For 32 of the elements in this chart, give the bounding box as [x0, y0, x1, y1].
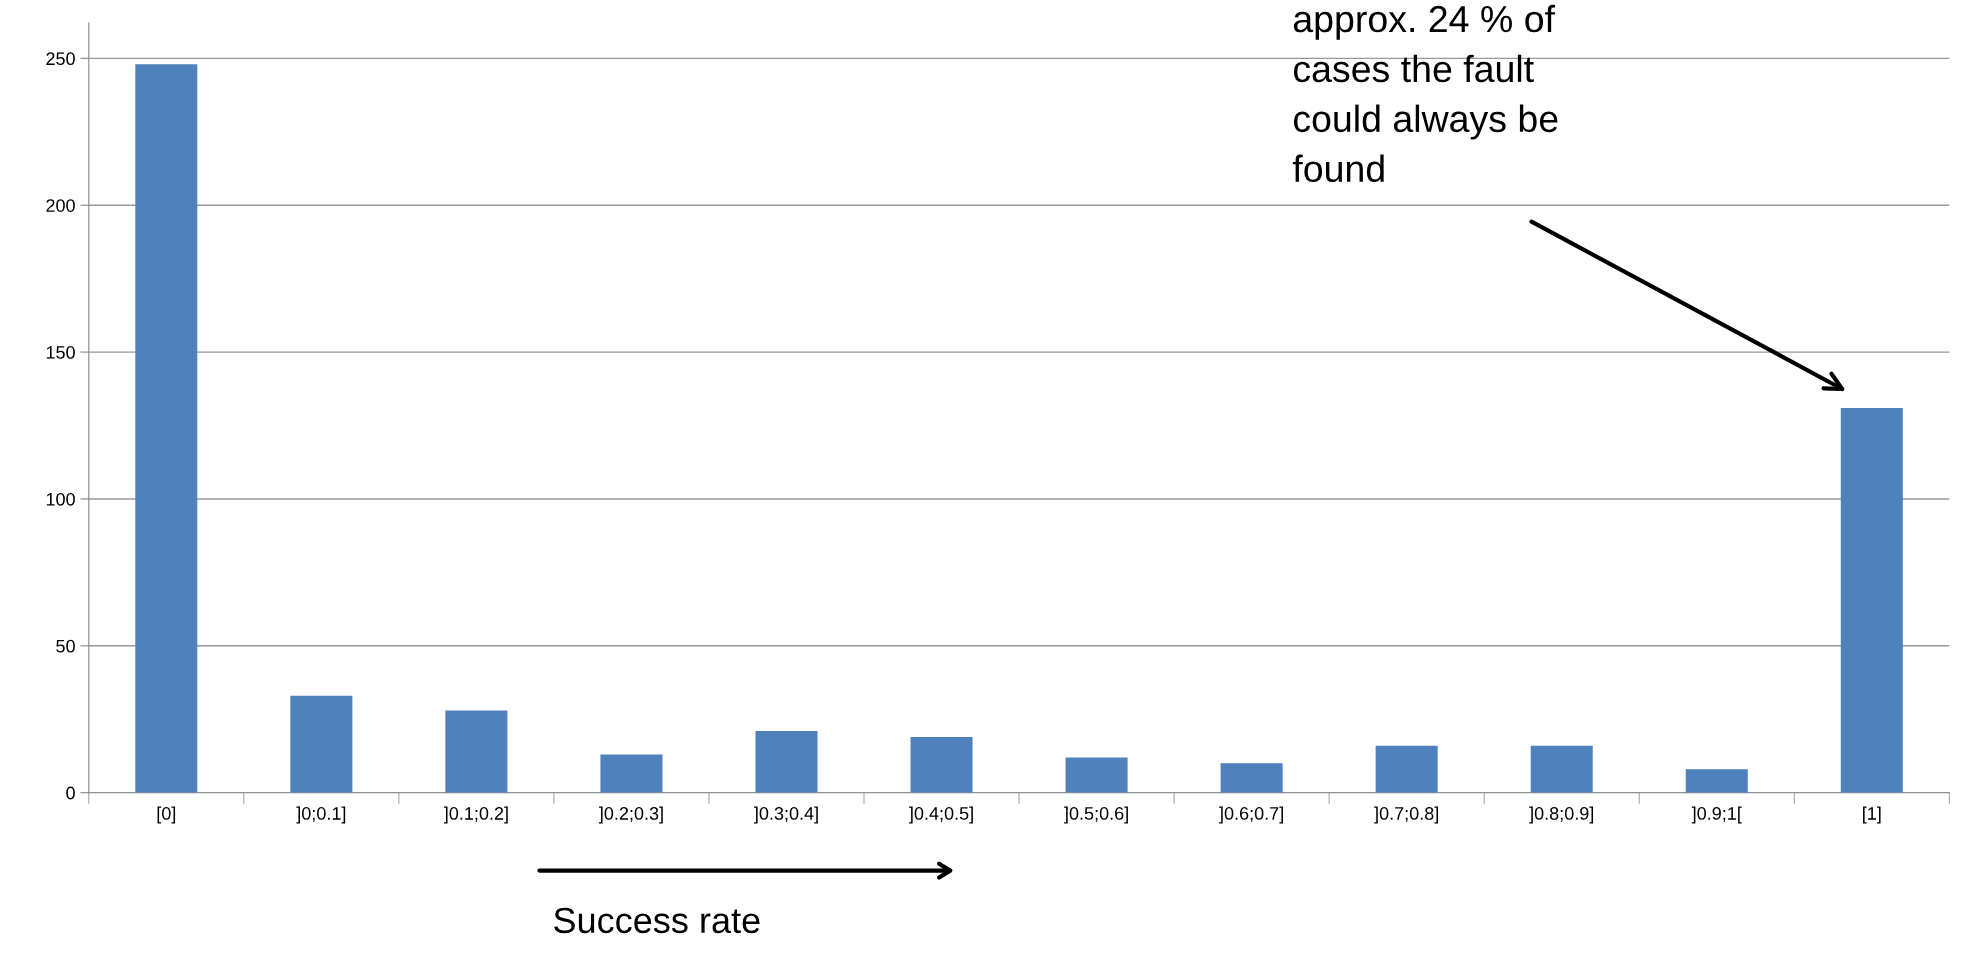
- x-tick-label: ]0.2;0.3]: [598, 806, 663, 824]
- x-tick-label: ]0.3;0.4]: [754, 806, 818, 824]
- x-tick-label: ]0.8;0.9]: [1529, 806, 1594, 824]
- bar: [135, 64, 198, 793]
- bar: [445, 710, 508, 793]
- y-tick-label: 50: [56, 639, 75, 653]
- bar: [1375, 745, 1438, 793]
- y-tick-label: 100: [46, 492, 75, 506]
- bar: [1685, 769, 1748, 793]
- x-tick-label: [0]: [157, 806, 176, 824]
- x-tick-label: ]0.6;0.7]: [1219, 806, 1283, 824]
- x-tick-label: [1]: [1863, 806, 1881, 824]
- x-tick-label: ]0.7;0.8]: [1374, 806, 1439, 824]
- annotation: approx. 24 % of cases the fault could always be found: [1292, 4, 1558, 183]
- bar: [1220, 763, 1283, 793]
- bar: [290, 695, 353, 793]
- bar: [1530, 745, 1593, 793]
- bar: [910, 736, 973, 793]
- bar: [1065, 757, 1128, 793]
- bar: [600, 754, 663, 793]
- y-tick-label: 250: [46, 52, 75, 66]
- y-tick-label: 0: [66, 786, 75, 800]
- x-tick-label: ]0.4;0.5]: [909, 806, 973, 824]
- bar: [755, 731, 818, 793]
- y-tick-label: 150: [46, 346, 75, 359]
- x-tick-label: ]0.5;0.6]: [1064, 806, 1128, 824]
- x-tick-label: ]0.1;0.2]: [443, 806, 508, 824]
- bar: [1840, 407, 1903, 793]
- x-axis-title: Success rate: [554, 907, 760, 934]
- x-tick-label: ]0;0.1]: [296, 806, 346, 824]
- y-tick-label: 200: [46, 199, 75, 212]
- x-tick-label: ]0.9;1[: [1691, 806, 1742, 824]
